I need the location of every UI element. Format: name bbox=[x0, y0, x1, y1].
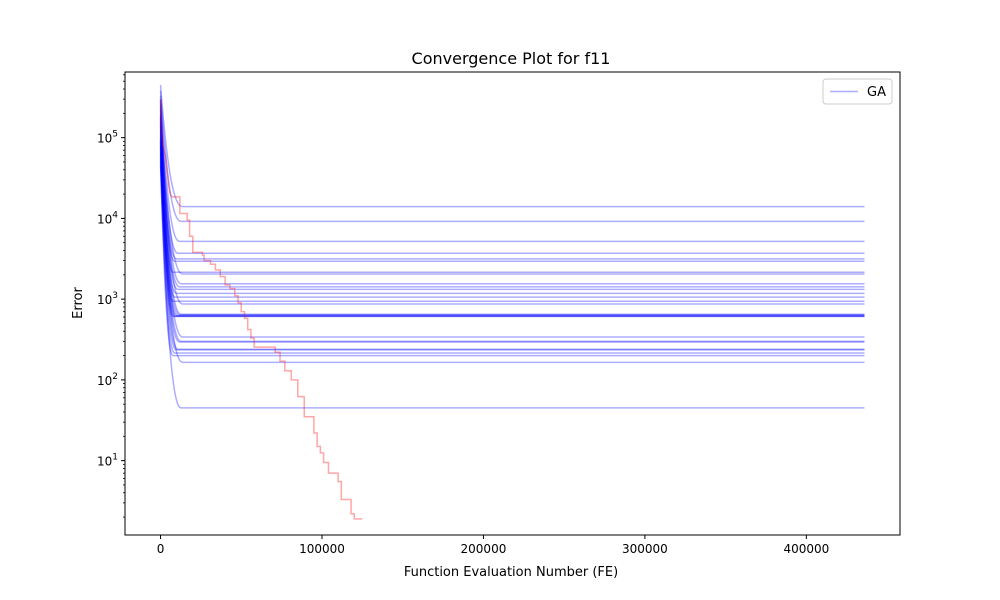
x-axis: 0 100000 200000 300000 400000 bbox=[157, 535, 829, 556]
ga-run-line bbox=[159, 116, 865, 291]
y-tick-label: 102 bbox=[97, 372, 118, 388]
ga-run-line bbox=[159, 106, 865, 274]
ga-run-line bbox=[159, 141, 865, 318]
ga-run-line bbox=[159, 158, 865, 357]
red-series-group bbox=[159, 99, 363, 520]
x-tick-label: 400000 bbox=[783, 542, 829, 556]
ga-run-line bbox=[159, 101, 865, 260]
ga-run-line bbox=[159, 104, 865, 262]
plot-area bbox=[124, 71, 901, 536]
plot-frame bbox=[124, 71, 901, 536]
y-axis: 101 102 103 104 105 bbox=[97, 74, 125, 518]
legend-label-ga: GA bbox=[867, 85, 886, 100]
legend: GA bbox=[822, 78, 893, 105]
y-tick-label: 104 bbox=[97, 210, 118, 226]
ga-run-line bbox=[159, 165, 865, 409]
y-axis-label: Error bbox=[71, 287, 86, 319]
ga-run-line bbox=[159, 155, 865, 354]
ga-run-line bbox=[159, 125, 865, 305]
ga-run-line bbox=[159, 119, 865, 295]
ga-run-line bbox=[159, 99, 865, 255]
ga-run-line bbox=[159, 150, 865, 350]
ga-series-group bbox=[159, 84, 865, 409]
ga-run-line bbox=[159, 137, 865, 317]
ga-run-line bbox=[159, 84, 865, 208]
ga-run-line bbox=[159, 131, 865, 316]
x-tick-label: 200000 bbox=[461, 542, 507, 556]
ga-run-line bbox=[159, 145, 865, 343]
ga-run-line bbox=[159, 113, 865, 285]
ga-run-line bbox=[159, 123, 865, 303]
ga-run-line bbox=[159, 139, 865, 317]
ga-run-line bbox=[159, 90, 865, 223]
legend-box bbox=[822, 78, 893, 105]
y-tick-label: 103 bbox=[97, 291, 118, 307]
ga-run-line bbox=[159, 109, 865, 275]
x-tick-label: 300000 bbox=[622, 542, 668, 556]
ga-run-line bbox=[159, 134, 865, 317]
ga-run-line bbox=[159, 143, 865, 338]
plot-background bbox=[125, 72, 900, 535]
ga-run-line bbox=[159, 115, 865, 288]
x-axis-label: Function Evaluation Number (FE) bbox=[404, 565, 618, 580]
ga-run-line bbox=[159, 95, 865, 243]
x-tick-label: 100000 bbox=[299, 542, 345, 556]
x-tick-label: 0 bbox=[157, 542, 165, 556]
chart-title: Convergence Plot for f11 bbox=[412, 49, 611, 68]
ga-run-line bbox=[159, 121, 865, 298]
red-series-line bbox=[159, 99, 363, 520]
y-tick-label: 105 bbox=[97, 130, 118, 146]
y-tick-label: 101 bbox=[97, 453, 118, 469]
ga-run-line bbox=[159, 152, 865, 351]
ga-run-line bbox=[159, 161, 865, 364]
ga-run-line bbox=[159, 128, 865, 315]
ga-run-line bbox=[159, 147, 865, 343]
